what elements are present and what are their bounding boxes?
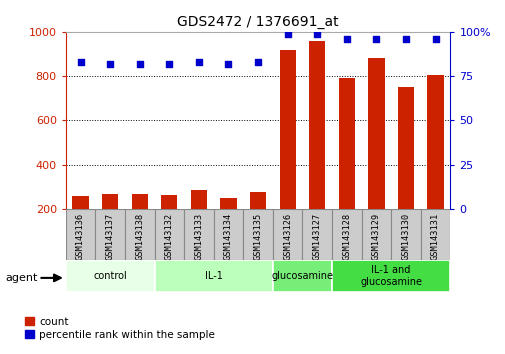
Bar <box>397 87 413 209</box>
Title: GDS2472 / 1376691_at: GDS2472 / 1376691_at <box>177 16 338 29</box>
Text: IL-1: IL-1 <box>205 271 222 281</box>
Bar <box>368 58 384 209</box>
Text: agent: agent <box>5 273 37 283</box>
Point <box>283 31 291 36</box>
Point <box>342 36 350 42</box>
Text: GSM143134: GSM143134 <box>224 213 232 260</box>
Bar <box>190 190 207 209</box>
Bar <box>243 209 272 260</box>
Text: GSM143130: GSM143130 <box>400 213 410 260</box>
Bar <box>420 209 449 260</box>
Bar <box>66 209 95 260</box>
Bar <box>331 260 449 292</box>
Point <box>165 61 173 67</box>
Point <box>372 36 380 42</box>
Point <box>313 31 321 36</box>
Point <box>401 36 409 42</box>
Text: GSM143128: GSM143128 <box>341 213 350 260</box>
Bar <box>66 260 154 292</box>
Text: GSM143132: GSM143132 <box>165 213 174 260</box>
Point <box>224 61 232 67</box>
Bar <box>72 195 88 209</box>
Bar <box>220 198 236 209</box>
Bar <box>302 209 331 260</box>
Bar <box>279 50 295 209</box>
Text: GSM143126: GSM143126 <box>283 213 291 260</box>
Legend: count, percentile rank within the sample: count, percentile rank within the sample <box>25 317 215 340</box>
Bar <box>95 209 125 260</box>
Bar <box>331 209 361 260</box>
Bar <box>131 194 147 209</box>
Point <box>76 59 84 65</box>
Point <box>135 61 143 67</box>
Text: GSM143129: GSM143129 <box>371 213 380 260</box>
Bar <box>154 209 184 260</box>
Text: glucosamine: glucosamine <box>271 271 333 281</box>
Text: control: control <box>93 271 127 281</box>
Text: GSM143137: GSM143137 <box>106 213 115 260</box>
Bar <box>272 260 331 292</box>
Bar <box>361 209 390 260</box>
Bar <box>427 75 443 209</box>
Text: GSM143131: GSM143131 <box>430 213 439 260</box>
Text: GSM143136: GSM143136 <box>76 213 85 260</box>
Point <box>194 59 203 65</box>
Text: GSM143133: GSM143133 <box>194 213 203 260</box>
Point <box>254 59 262 65</box>
Bar <box>154 260 272 292</box>
Bar <box>272 209 302 260</box>
Text: GSM143135: GSM143135 <box>253 213 262 260</box>
Bar <box>309 41 325 209</box>
Bar <box>249 192 266 209</box>
Text: IL-1 and
glucosamine: IL-1 and glucosamine <box>360 265 421 287</box>
Point <box>431 36 439 42</box>
Bar <box>390 209 420 260</box>
Text: GSM143127: GSM143127 <box>312 213 321 260</box>
Text: GSM143138: GSM143138 <box>135 213 144 260</box>
Point <box>106 61 114 67</box>
Bar <box>213 209 243 260</box>
Bar <box>161 195 177 209</box>
Bar <box>338 78 354 209</box>
Bar <box>184 209 213 260</box>
Bar <box>125 209 154 260</box>
Bar <box>102 194 118 209</box>
